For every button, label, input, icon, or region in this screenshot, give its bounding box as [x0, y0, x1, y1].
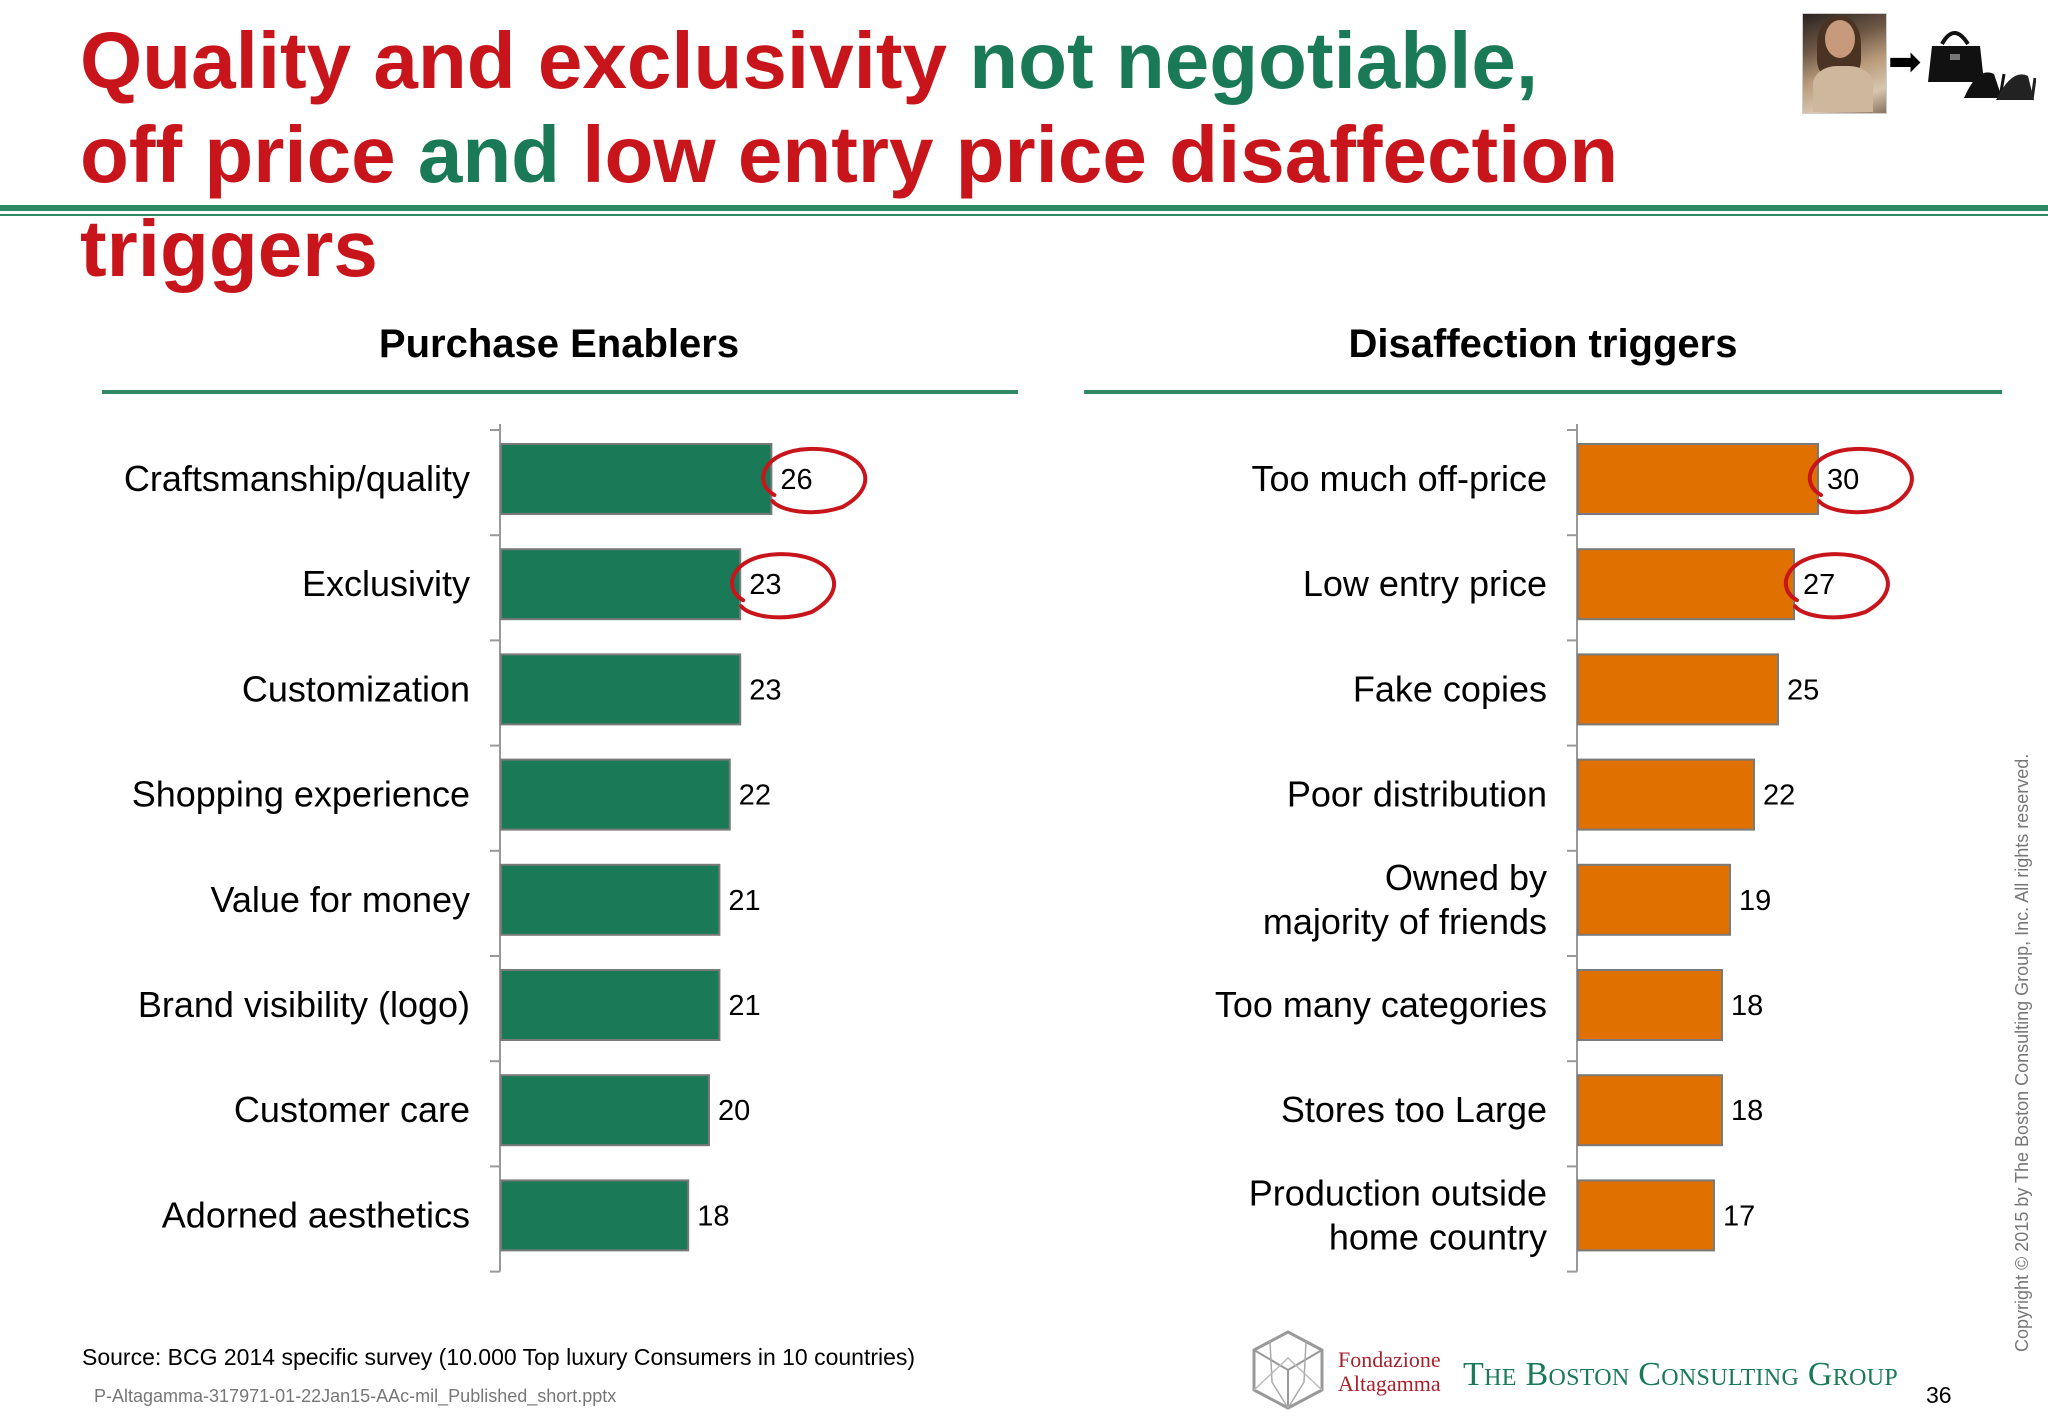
fondazione-altagamma-logo — [1252, 1330, 1324, 1410]
value-label-left-0: 26 — [780, 464, 812, 496]
value-label-left-3: 22 — [739, 780, 771, 812]
slide-title: Quality and exclusivity not negotiable, … — [80, 14, 1780, 296]
title-red-1: Quality and exclusivity — [80, 16, 947, 105]
bar-right-6 — [1577, 1074, 1723, 1147]
value-label-right-4: 19 — [1739, 885, 1771, 917]
category-label-left-4: Value for money — [211, 879, 470, 920]
source-note: Source: BCG 2014 specific survey (10.000… — [82, 1344, 916, 1370]
title-rule — [0, 205, 2048, 211]
title-green-2: and — [395, 110, 583, 199]
title-green-1: not negotiable, — [947, 16, 1539, 105]
value-label-right-2: 25 — [1787, 674, 1819, 706]
category-label-right-0: Too much off-price — [1252, 458, 1547, 499]
file-name: P-Altagamma-317971-01-22Jan15-AAc-mil_Pu… — [94, 1386, 617, 1406]
value-label-left-1: 23 — [749, 569, 781, 601]
bar-right-4 — [1577, 863, 1731, 936]
bar-right-0 — [1577, 443, 1819, 515]
title-rule-thin — [0, 214, 2048, 216]
category-label-left-6: Customer care — [234, 1089, 470, 1130]
value-label-right-5: 18 — [1731, 990, 1763, 1022]
bar-left-1 — [500, 548, 742, 621]
bar-left-7 — [500, 1179, 690, 1252]
bar-left-3 — [500, 758, 731, 831]
bar-right-2 — [1577, 653, 1779, 726]
bar-right-3 — [1577, 758, 1755, 831]
value-label-right-0: 30 — [1827, 464, 1859, 496]
fondazione-altagamma-text: Fondazione Altagamma — [1338, 1348, 1441, 1396]
category-label-left-7: Adorned aesthetics — [162, 1194, 470, 1235]
value-label-right-7: 17 — [1723, 1200, 1755, 1232]
category-label-left-3: Shopping experience — [132, 774, 470, 815]
bar-left-5 — [500, 969, 721, 1041]
highlight-circle-left-1 — [730, 552, 836, 620]
category-label-right-7: Production outside home country — [1249, 1172, 1547, 1257]
category-label-left-1: Exclusivity — [302, 563, 470, 604]
value-label-left-4: 21 — [728, 885, 760, 917]
category-label-right-4: Owned by majority of friends — [1263, 857, 1547, 942]
category-label-left-0: Craftsmanship/quality — [124, 458, 470, 499]
right-arrow-icon: ➡ — [1888, 40, 1922, 84]
highlight-circle-left-0 — [761, 446, 868, 515]
bar-right-5 — [1577, 969, 1723, 1041]
value-label-right-1: 27 — [1803, 569, 1835, 601]
highlight-circle-right-0 — [1807, 446, 1914, 515]
category-label-right-5: Too many categories — [1215, 984, 1547, 1025]
panel-rule-left — [102, 390, 1018, 394]
category-label-left-2: Customization — [242, 668, 470, 709]
fondazione-line-1: Fondazione — [1338, 1347, 1441, 1372]
title-line-2: off price and low entry price disaffecti… — [80, 108, 1780, 296]
title-red-2: off price — [80, 110, 396, 199]
value-label-left-2: 23 — [749, 674, 781, 706]
panel-title-purchase-enablers: Purchase Enablers — [378, 322, 740, 366]
handbag-shoes-icon — [1928, 31, 2036, 101]
title-line-1: Quality and exclusivity not negotiable, — [80, 14, 1780, 108]
value-label-left-5: 21 — [728, 990, 760, 1022]
value-label-right-3: 22 — [1763, 780, 1795, 812]
bar-left-6 — [500, 1074, 710, 1147]
bar-right-1 — [1577, 548, 1795, 621]
panel-title-disaffection-triggers: Disaffection triggers — [1348, 322, 1738, 366]
copyright-note: Copyright © 2015 by The Boston Consultin… — [2012, 753, 2032, 1352]
category-label-right-1: Low entry price — [1303, 563, 1547, 604]
category-label-left-5: Brand visibility (logo) — [138, 984, 470, 1025]
value-label-left-7: 18 — [697, 1200, 729, 1232]
woman-photo-icon — [1802, 13, 1887, 114]
panel-rule-right — [1084, 390, 2002, 394]
value-label-left-6: 20 — [718, 1095, 750, 1127]
highlight-circle-right-1 — [1783, 552, 1890, 620]
category-label-right-2: Fake copies — [1353, 668, 1547, 709]
category-label-right-3: Poor distribution — [1287, 774, 1547, 815]
bar-right-7 — [1577, 1179, 1715, 1252]
bcg-logo-text: The Boston Consulting Group — [1463, 1356, 1898, 1393]
value-label-right-6: 18 — [1731, 1095, 1763, 1127]
title-red-3: low entry price disaffection triggers — [80, 110, 1619, 293]
category-label-right-6: Stores too Large — [1281, 1089, 1547, 1130]
page-number: 36 — [1926, 1382, 1952, 1408]
bar-left-0 — [500, 443, 773, 515]
bar-left-4 — [500, 863, 721, 936]
bar-left-2 — [500, 653, 742, 726]
fondazione-line-2: Altagamma — [1338, 1371, 1441, 1396]
